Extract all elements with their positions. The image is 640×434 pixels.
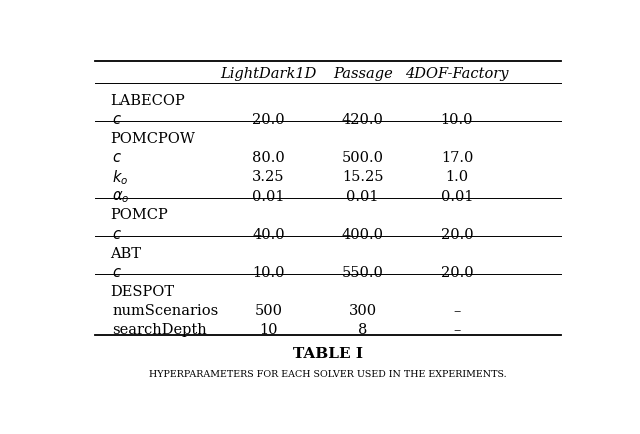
Text: 17.0: 17.0	[441, 151, 473, 165]
Text: 10.0: 10.0	[441, 113, 473, 127]
Text: $c$: $c$	[112, 266, 122, 280]
Text: 420.0: 420.0	[342, 113, 383, 127]
Text: 40.0: 40.0	[252, 228, 285, 242]
Text: 550.0: 550.0	[342, 266, 383, 280]
Text: –: –	[453, 304, 461, 318]
Text: 0.01: 0.01	[441, 190, 473, 204]
Text: 10: 10	[259, 323, 278, 338]
Text: HYPERPARAMETERS FOR EACH SOLVER USED IN THE EXPERIMENTS.: HYPERPARAMETERS FOR EACH SOLVER USED IN …	[149, 370, 507, 379]
Text: 20.0: 20.0	[441, 266, 473, 280]
Text: 0.01: 0.01	[252, 190, 285, 204]
Text: ABT: ABT	[110, 247, 141, 260]
Text: 8: 8	[358, 323, 367, 338]
Text: 3.25: 3.25	[252, 171, 285, 184]
Text: $c$: $c$	[112, 151, 122, 165]
Text: 4DOF-Factory: 4DOF-Factory	[405, 67, 509, 81]
Text: 500.0: 500.0	[342, 151, 384, 165]
Text: DESPOT: DESPOT	[110, 285, 174, 299]
Text: Passage: Passage	[333, 67, 392, 81]
Text: 500: 500	[255, 304, 282, 318]
Text: 20.0: 20.0	[252, 113, 285, 127]
Text: LightDark1D: LightDark1D	[220, 67, 317, 81]
Text: POMCP: POMCP	[110, 208, 168, 223]
Text: 300: 300	[349, 304, 377, 318]
Text: numScenarios: numScenarios	[112, 304, 218, 318]
Text: $\alpha_o$: $\alpha_o$	[112, 189, 130, 204]
Text: 1.0: 1.0	[445, 171, 468, 184]
Text: TABLE I: TABLE I	[293, 346, 363, 361]
Text: $k_o$: $k_o$	[112, 168, 129, 187]
Text: 0.01: 0.01	[346, 190, 379, 204]
Text: 20.0: 20.0	[441, 228, 473, 242]
Text: $c$: $c$	[112, 228, 122, 242]
Text: 15.25: 15.25	[342, 171, 383, 184]
Text: 10.0: 10.0	[252, 266, 285, 280]
Text: 80.0: 80.0	[252, 151, 285, 165]
Text: 400.0: 400.0	[342, 228, 384, 242]
Text: LABECOP: LABECOP	[110, 94, 184, 108]
Text: searchDepth: searchDepth	[112, 323, 207, 338]
Text: –: –	[453, 323, 461, 338]
Text: $c$: $c$	[112, 113, 122, 127]
Text: POMCPOW: POMCPOW	[110, 132, 195, 146]
